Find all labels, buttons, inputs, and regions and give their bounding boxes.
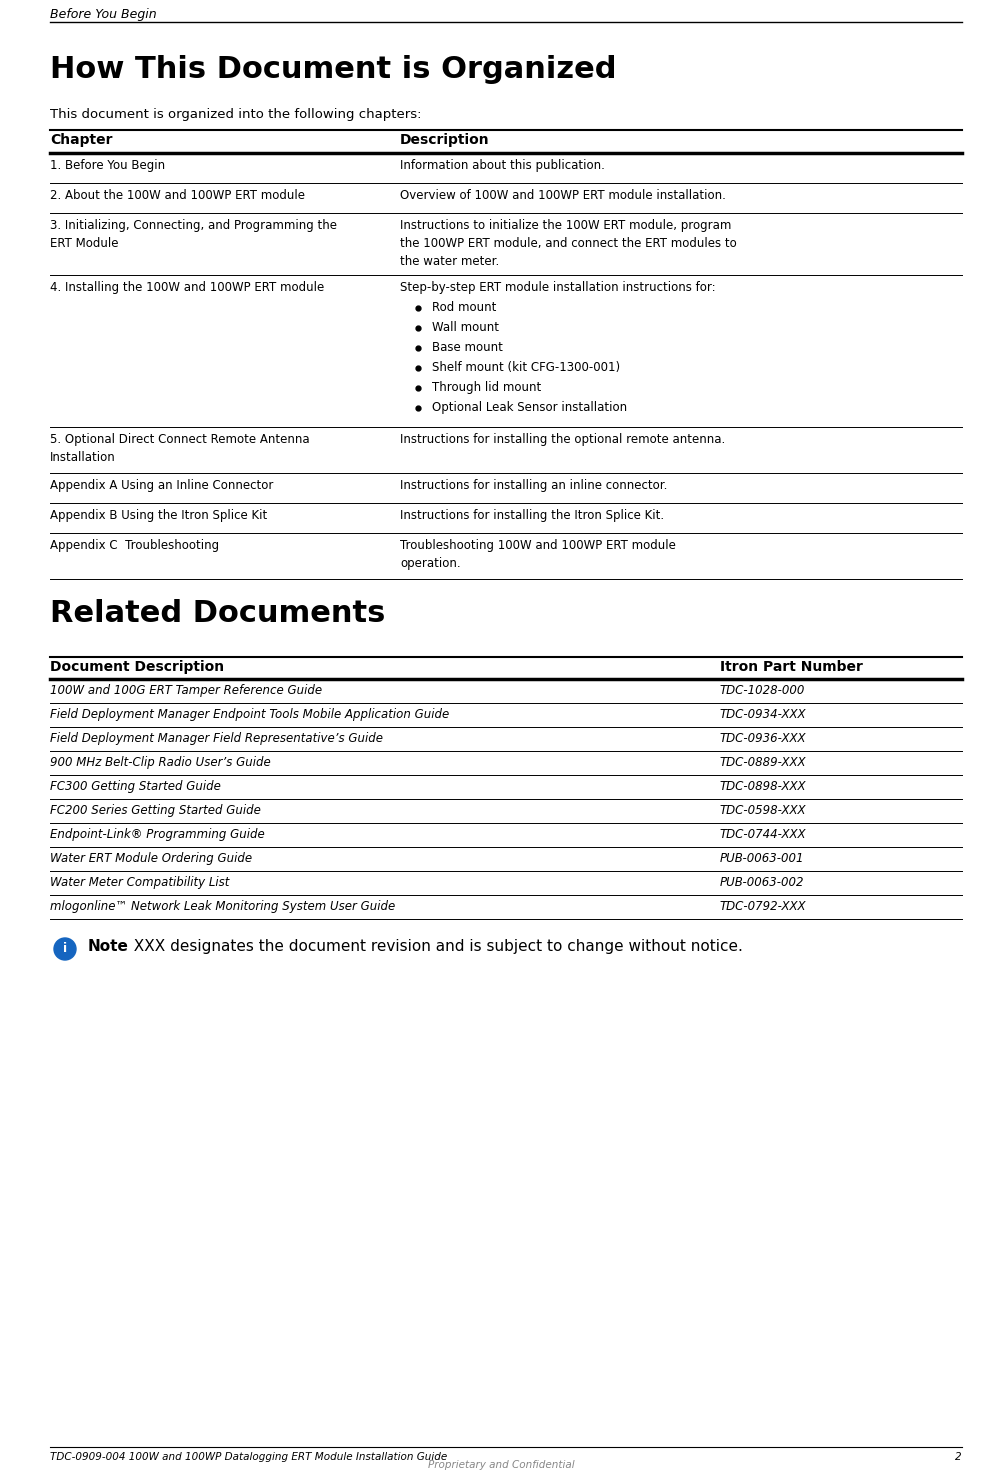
Text: Base mount: Base mount <box>432 341 503 355</box>
Text: Through lid mount: Through lid mount <box>432 381 541 395</box>
Text: Instructions to initialize the 100W ERT module, program
the 100WP ERT module, an: Instructions to initialize the 100W ERT … <box>400 219 736 268</box>
Text: Field Deployment Manager Endpoint Tools Mobile Application Guide: Field Deployment Manager Endpoint Tools … <box>50 708 449 721</box>
Text: How This Document is Organized: How This Document is Organized <box>50 55 616 84</box>
Text: TDC-0598-XXX: TDC-0598-XXX <box>720 804 807 817</box>
Text: TDC-0889-XXX: TDC-0889-XXX <box>720 757 807 769</box>
Text: Information about this publication.: Information about this publication. <box>400 160 605 171</box>
Text: TDC-0898-XXX: TDC-0898-XXX <box>720 780 807 794</box>
Text: 900 MHz Belt-Clip Radio User’s Guide: 900 MHz Belt-Clip Radio User’s Guide <box>50 757 271 769</box>
Text: Instructions for installing the optional remote antenna.: Instructions for installing the optional… <box>400 433 725 446</box>
Text: Wall mount: Wall mount <box>432 321 499 334</box>
Text: Before You Begin: Before You Begin <box>50 7 156 21</box>
Text: 2: 2 <box>955 1451 962 1462</box>
Text: 1. Before You Begin: 1. Before You Begin <box>50 160 165 171</box>
Text: Field Deployment Manager Field Representative’s Guide: Field Deployment Manager Field Represent… <box>50 732 383 745</box>
Text: Instructions for installing the Itron Splice Kit.: Instructions for installing the Itron Sp… <box>400 508 664 522</box>
Text: Troubleshooting 100W and 100WP ERT module
operation.: Troubleshooting 100W and 100WP ERT modul… <box>400 539 676 571</box>
Text: Step-by-step ERT module installation instructions for:: Step-by-step ERT module installation ins… <box>400 281 715 294</box>
Text: TDC-1028-000: TDC-1028-000 <box>720 684 806 698</box>
Text: Instructions for installing an inline connector.: Instructions for installing an inline co… <box>400 479 667 492</box>
Text: 4. Installing the 100W and 100WP ERT module: 4. Installing the 100W and 100WP ERT mod… <box>50 281 325 294</box>
Text: Water Meter Compatibility List: Water Meter Compatibility List <box>50 876 229 888</box>
Text: Related Documents: Related Documents <box>50 599 386 628</box>
Text: Proprietary and Confidential: Proprietary and Confidential <box>428 1460 574 1471</box>
Text: TDC-0909-004 100W and 100WP Datalogging ERT Module Installation Guide: TDC-0909-004 100W and 100WP Datalogging … <box>50 1451 447 1462</box>
Text: TDC-0936-XXX: TDC-0936-XXX <box>720 732 807 745</box>
Text: 3. Initializing, Connecting, and Programming the
ERT Module: 3. Initializing, Connecting, and Program… <box>50 219 337 250</box>
Text: TDC-0934-XXX: TDC-0934-XXX <box>720 708 807 721</box>
Text: XXX designates the document revision and is subject to change without notice.: XXX designates the document revision and… <box>124 939 742 953</box>
Text: This document is organized into the following chapters:: This document is organized into the foll… <box>50 108 422 121</box>
Text: Overview of 100W and 100WP ERT module installation.: Overview of 100W and 100WP ERT module in… <box>400 189 725 202</box>
Text: Appendix A Using an Inline Connector: Appendix A Using an Inline Connector <box>50 479 274 492</box>
Text: TDC-0792-XXX: TDC-0792-XXX <box>720 900 807 913</box>
Text: FC200 Series Getting Started Guide: FC200 Series Getting Started Guide <box>50 804 261 817</box>
Text: Optional Leak Sensor installation: Optional Leak Sensor installation <box>432 401 627 414</box>
Text: 100W and 100G ERT Tamper Reference Guide: 100W and 100G ERT Tamper Reference Guide <box>50 684 322 698</box>
Text: i: i <box>63 943 67 955</box>
Text: Water ERT Module Ordering Guide: Water ERT Module Ordering Guide <box>50 851 253 865</box>
Text: 5. Optional Direct Connect Remote Antenna
Installation: 5. Optional Direct Connect Remote Antenn… <box>50 433 310 464</box>
Circle shape <box>54 939 76 961</box>
Text: Description: Description <box>400 133 490 146</box>
Text: Note: Note <box>88 939 129 953</box>
Text: Itron Part Number: Itron Part Number <box>720 661 863 674</box>
Text: PUB-0063-001: PUB-0063-001 <box>720 851 805 865</box>
Text: PUB-0063-002: PUB-0063-002 <box>720 876 805 888</box>
Text: FC300 Getting Started Guide: FC300 Getting Started Guide <box>50 780 220 794</box>
Text: 2. About the 100W and 100WP ERT module: 2. About the 100W and 100WP ERT module <box>50 189 305 202</box>
Text: Appendix B Using the Itron Splice Kit: Appendix B Using the Itron Splice Kit <box>50 508 268 522</box>
Text: Chapter: Chapter <box>50 133 112 146</box>
Text: mlogonline™ Network Leak Monitoring System User Guide: mlogonline™ Network Leak Monitoring Syst… <box>50 900 395 913</box>
Text: Rod mount: Rod mount <box>432 302 496 313</box>
Text: Appendix C  Troubleshooting: Appendix C Troubleshooting <box>50 539 219 551</box>
Text: Document Description: Document Description <box>50 661 224 674</box>
Text: Endpoint-Link® Programming Guide: Endpoint-Link® Programming Guide <box>50 828 265 841</box>
Text: TDC-0744-XXX: TDC-0744-XXX <box>720 828 807 841</box>
Text: Shelf mount (kit CFG-1300-001): Shelf mount (kit CFG-1300-001) <box>432 361 620 374</box>
